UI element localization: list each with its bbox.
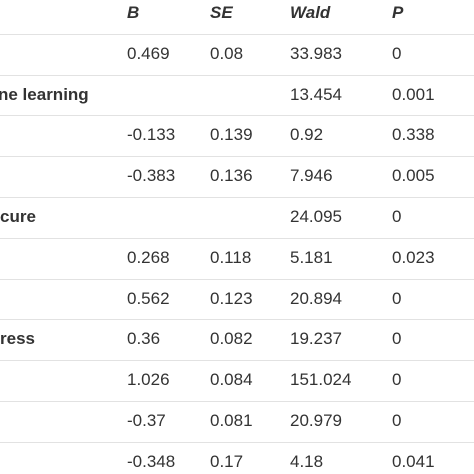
table-cell: 0.268 (127, 247, 170, 267)
table-cell: 5.181 (290, 247, 333, 267)
row-separator (0, 360, 474, 362)
table-cell: 0.17 (210, 451, 244, 471)
row-label: cure (0, 207, 36, 226)
table-cell: 0.562 (127, 288, 170, 308)
row-separator (0, 74, 474, 76)
table-cell: 0 (392, 207, 402, 226)
column-header: B (127, 3, 140, 22)
table-cell: 20.894 (290, 288, 342, 308)
table-cell: 151.024 (290, 370, 352, 390)
row-separator (0, 156, 474, 158)
column-header: P (392, 3, 404, 22)
table-cell: 24.095 (290, 207, 342, 226)
row-separator (0, 401, 474, 402)
table-cell: 4.18 (290, 451, 324, 471)
table-cell: 0.118 (210, 247, 252, 267)
row-label: ress (0, 329, 35, 349)
row-separator (0, 319, 474, 321)
table-cell: 0 (392, 370, 402, 390)
table-cell: 0.123 (210, 288, 253, 308)
table-cell: 0.08 (210, 43, 244, 63)
table-cell: 0.92 (290, 125, 324, 145)
table-cell: -0.383 (127, 166, 176, 186)
table-cell: 0.005 (392, 166, 435, 186)
table-cell: 0 (392, 288, 402, 308)
row-separator (0, 278, 474, 280)
table-cell: 0 (392, 329, 402, 349)
table-cell: 0.001 (392, 84, 435, 104)
row-separator (0, 197, 474, 198)
row-separator (0, 115, 474, 117)
row-label: ne learning (0, 84, 89, 104)
table-cell: 0.041 (392, 451, 435, 471)
table-cell: 19.237 (290, 329, 342, 349)
table-cell: -0.348 (127, 451, 176, 471)
table-cell: 0.469 (127, 43, 170, 63)
table-cell: 0.081 (210, 411, 253, 430)
table-cell: -0.37 (127, 411, 166, 430)
row-separator (0, 33, 474, 35)
table-cell: 0 (392, 411, 402, 430)
table-cell: 0.338 (392, 125, 435, 145)
table-cell: 0.023 (392, 247, 435, 267)
table-cell: 0 (392, 43, 402, 63)
table-cell: 20.979 (290, 411, 342, 430)
column-header: SE (210, 3, 233, 22)
table-cell: 7.946 (290, 166, 333, 186)
table-cell: 0.136 (210, 166, 253, 186)
row-separator (0, 237, 474, 239)
table-cell: 0.084 (210, 370, 253, 390)
row-separator (0, 441, 474, 443)
table-cell: 0.139 (210, 125, 253, 145)
column-header: Wald (290, 3, 331, 22)
table-cell: 13.454 (290, 84, 342, 104)
table-cell: -0.133 (127, 125, 176, 145)
table-cell: 0.36 (127, 329, 161, 349)
table-cell: 0.082 (210, 329, 253, 349)
table-cell: 33.983 (290, 43, 342, 63)
table-cell: 1.026 (127, 370, 170, 390)
